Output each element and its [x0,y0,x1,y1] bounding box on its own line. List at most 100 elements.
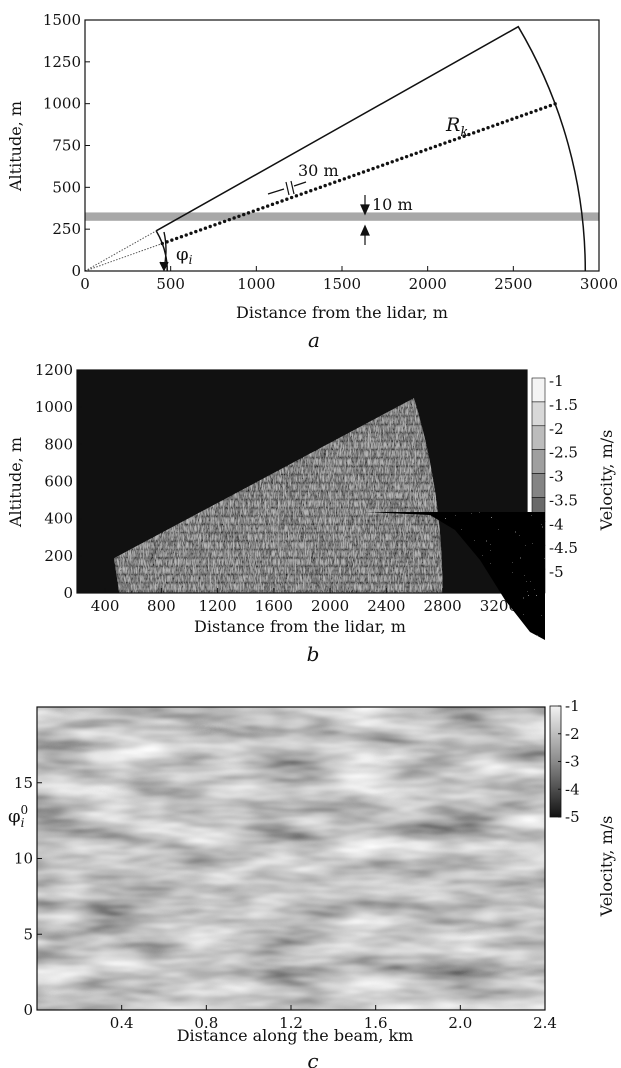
panel-a-range-gate-point [519,114,524,118]
panel-a-gate-spacing-marker [267,180,307,196]
panel-c-y-ticks: 0 5 10 15 [14,774,42,1019]
panel-a-range-gate-point [414,151,418,155]
panel-b-y-tick-label: 1000 [35,398,73,416]
panel-c-colorbar-tick: -5 [565,808,580,826]
panel-a-range-gate-point [419,149,423,154]
panel-c-velocity-heatmap: 0.4 0.8 1.2 1.6 2.0 2.4 0 5 10 15 -1 -2 -3 -4 -5 Vel… [8,512,616,1068]
panel-a-range-gate-point [203,226,208,230]
panel-a-range-gate-point [323,183,327,188]
panel-b-colorbar-tick: -4 [549,515,564,533]
panel-b-sector-shade [114,398,443,593]
panel-a-range-gate-point [309,189,313,193]
panel-a-range-gate-point [194,229,198,234]
panel-a-scan-sector [84,25,587,272]
panel-c-colorbar-tick: -3 [565,753,580,771]
panel-a-range-gate-point [328,182,332,186]
panel-a-x-tick-label: 3000 [580,275,618,293]
panel-a-range-gate-point [285,197,289,201]
panel-a-range-gate-point [428,146,433,150]
panel-b-x-tick-label: 400 [91,597,120,615]
panel-a-range-gate-point [433,144,438,149]
panel-a-gate-spacing-label: 30 m [298,161,339,180]
panel-a-range-gate-point [539,107,543,111]
panel-a-range-gate-point [524,112,529,116]
panel-b-xlabel: Distance from the lidar, m [194,617,406,636]
panel-b-colorbar-tick: -3 [549,468,564,486]
panel-a-range-gate-point [462,134,466,138]
panel-b-colorbar-swatch [531,449,546,474]
panel-b-colorbar-swatch [531,425,546,450]
panel-a-range-gate-point [280,199,284,203]
panel-c-y-tick-label: 5 [23,925,33,943]
panel-a-range-gate-point [495,122,500,127]
panel-b-y-tick-label: 0 [63,584,73,602]
panel-a-range-gate-point [424,148,428,152]
panel-b-colorbar-tick: -2 [549,420,564,438]
panel-c-colorbar-tick: -1 [565,697,580,715]
panel-a-angle-marker [159,231,169,272]
panel-c-x-tick-label: 2.4 [533,1014,557,1032]
panel-a-x-ticks: 0 500 1000 1500 2000 2500 3000 [80,266,618,293]
panel-a-range-gate-point [189,231,193,236]
panel-a-dotted-ray-upper [84,230,157,272]
panel-a-beam-label: Rk [445,114,468,140]
panel-a-x-tick-label: 0 [80,275,90,293]
panel-a-range-gate-point [208,224,212,229]
panel-a-range-gate-point [265,204,270,208]
panel-c-x-tick-label: 1.6 [364,1014,388,1032]
panel-a-y-tick-label: 1500 [43,11,81,29]
panel-a-range-gate-point [491,124,495,128]
panel-a-range-gate-point [179,235,184,239]
panel-a-range-gate-point [376,165,380,169]
panel-a-dotted-ray-beam [84,243,163,272]
panel-a-range-gate-point [222,219,227,224]
panel-b-y-ticks: 0 200 400 600 800 1000 1200 [35,361,82,602]
panel-c-x-tick-label: 0.8 [194,1014,218,1032]
panel-a-range-gate-point [333,180,337,184]
panel-a-range-gate-point [553,102,557,106]
panel-c-y-tick-label: 0 [23,1001,33,1019]
panel-b-colorbar-tick: -1.5 [549,396,578,414]
panel-a-range-gate-point [471,131,476,135]
panel-c-x-ticks: 0.4 0.8 1.2 1.6 2.0 2.4 [110,1005,557,1032]
panel-c-xlabel: Distance along the beam, km [177,1026,414,1045]
panel-c-colorbar: -1 -2 -3 -4 -5 [549,697,580,826]
panel-c-ylabel: φi0 [8,803,28,830]
panel-a-x-tick-label: 2500 [494,275,532,293]
panel-a-range-gate-point [198,228,203,232]
panel-a-range-gate-point [256,207,260,212]
panel-a-range-gate-point [543,105,548,109]
panel-a-range-gate-point [400,156,404,161]
panel-c-colorbar-tick: -4 [565,780,580,798]
panel-a-range-gate-point [438,143,442,147]
panel-a-range-gate-point [409,153,414,157]
panel-a-range-gate-point [510,117,514,121]
panel-a-range-gate-point [505,119,509,123]
panel-a-range-gate-point [476,129,481,133]
panel-b-colorbar-tick: -5 [549,563,564,581]
panel-b-colorbar-tick: -4.5 [549,539,578,557]
panel-a-layer-band [85,212,599,221]
panel-a-range-gate-point [390,160,394,164]
panel-b-colorbar-tick: -2.5 [549,444,578,462]
panel-a-range-gate-point [357,172,361,176]
panel-b-y-tick-label: 1200 [35,361,73,379]
panel-b-x-tick-label: 1200 [199,597,237,615]
panel-a-range-gate-point [270,202,275,207]
panel-c-x-tick-label: 1.2 [279,1014,303,1032]
panel-b-y-tick-label: 400 [44,510,73,528]
panel-c-x-tick-label: 0.4 [110,1014,134,1032]
panel-a-range-gate-point [443,141,447,145]
panel-c-colorbar-label: Velocity, m/s [597,816,616,918]
panel-a-range-gate-point [467,132,471,137]
panel-a-x-tick-label: 500 [156,275,185,293]
panel-b-velocity-sector-chart: 400 800 1200 1600 2000 2400 2800 3200 020040060… [6,361,616,666]
panel-a-range-gate-point [385,161,390,166]
panel-a-geometry-chart: 0 500 1000 1500 2000 2500 3000 0 250 500 750 1000 1… [6,11,618,352]
panel-a-range-gate-point [515,115,519,120]
panel-a-layer-thickness-arrows [360,195,370,245]
panel-a-range-gate-point [289,195,294,200]
panel-a-letter: a [308,328,320,352]
panel-a-beam-gates [160,102,557,246]
